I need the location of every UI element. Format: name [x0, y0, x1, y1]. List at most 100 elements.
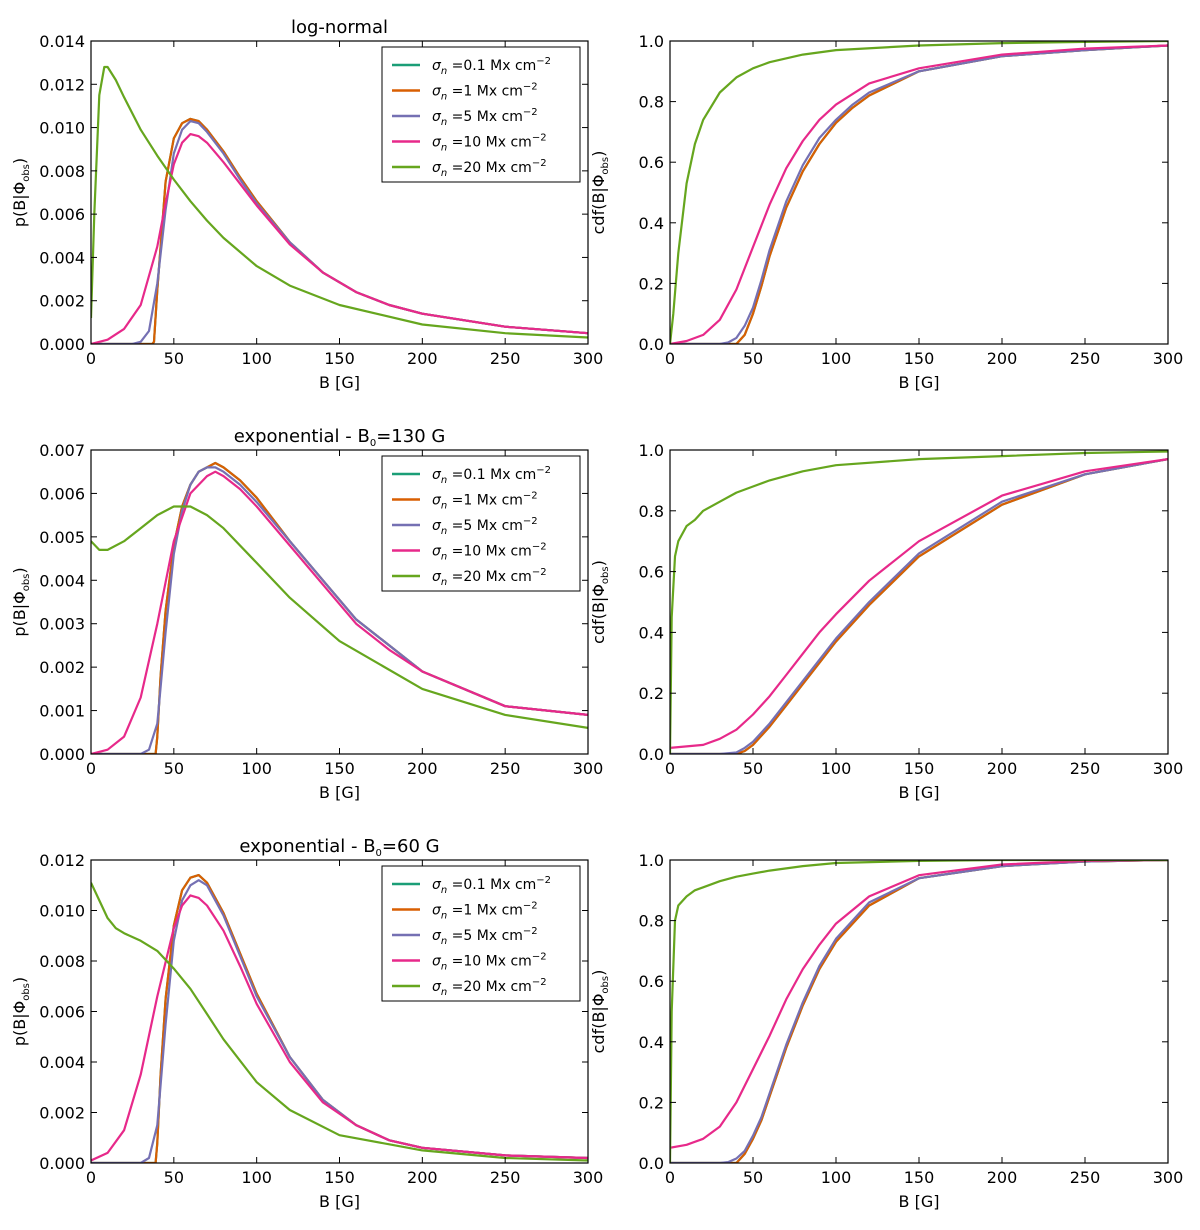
y-tick-label: 0.4	[639, 623, 664, 642]
x-tick-label: 250	[1070, 349, 1101, 368]
legend-entry: σn =0.1 Mx cm−2	[432, 465, 551, 486]
series-line-2	[670, 458, 1168, 754]
legend-entry: σn =5 Mx cm−2	[432, 516, 538, 537]
y-tick-label: 0.012	[39, 851, 85, 870]
x-tick-label: 0	[665, 1168, 675, 1187]
y-axis-label: cdf(B|Φobs)	[589, 151, 611, 235]
x-tick-label: 300	[1153, 349, 1184, 368]
x-tick-label: 100	[241, 349, 272, 368]
y-tick-label: 0.6	[639, 563, 664, 582]
x-tick-label: 0	[86, 759, 96, 778]
x-axis-label: B [G]	[319, 1192, 360, 1211]
y-tick-label: 0.001	[39, 702, 85, 721]
x-tick-label: 50	[743, 759, 763, 778]
x-tick-label: 250	[490, 349, 521, 368]
series-line-5	[91, 65, 588, 339]
legend-entry: σn =1 Mx cm−2	[432, 82, 538, 103]
y-tick-label: 0.8	[639, 912, 664, 931]
x-tick-label: 300	[573, 759, 604, 778]
legend-box	[381, 46, 581, 183]
x-tick-label: 100	[241, 1168, 272, 1187]
x-tick-label: 150	[904, 759, 935, 778]
y-tick-label: 0.002	[39, 1104, 85, 1123]
y-tick-label: 0.010	[39, 119, 85, 138]
x-tick-label: 150	[904, 349, 935, 368]
series-line-3	[670, 44, 1168, 344]
series-line-5	[91, 505, 588, 729]
x-tick-label: 50	[164, 1168, 184, 1187]
x-tick-label: 200	[987, 349, 1018, 368]
x-tick-label: 250	[490, 1168, 521, 1187]
x-tick-label: 200	[987, 759, 1018, 778]
x-tick-label: 150	[324, 1168, 355, 1187]
x-tick-label: 200	[407, 349, 438, 368]
chart-title: exponential - B0=130 G	[234, 426, 446, 449]
legend-box	[381, 865, 581, 1002]
chart-c3: 0 50 100 150 200 250 300 0.0 0.2 0.4 0.6 0.8 1.0 B [G…	[589, 851, 1183, 1211]
x-tick-label: 0	[665, 349, 675, 368]
series-line-3	[670, 860, 1168, 1163]
series-line-3	[91, 466, 588, 754]
y-tick-label: 0.008	[39, 952, 85, 971]
chart-c2: 0 50 100 150 200 250 300 0.0 0.2 0.4 0.6 0.8 1.0 B [G…	[589, 441, 1183, 802]
legend-entry: σn =5 Mx cm−2	[432, 107, 538, 128]
x-tick-label: 250	[490, 759, 521, 778]
chart-p3: 0 50 100 150 200 250 300 0.000 0.002 0.004 0.006 0.…	[10, 836, 603, 1211]
y-tick-label: 0.002	[39, 658, 85, 677]
legend-entry: σn =10 Mx cm−2	[432, 133, 547, 154]
legend-entry: σn =1 Mx cm−2	[432, 901, 538, 922]
x-axis-label: B [G]	[899, 373, 940, 392]
legend-entry: σn =0.1 Mx cm−2	[432, 875, 551, 896]
series-line-3	[670, 458, 1168, 754]
x-tick-label: 50	[743, 1168, 763, 1187]
y-axis-label: p(B|Φobs)	[10, 158, 32, 227]
y-tick-label: 0.000	[39, 745, 85, 764]
y-tick-label: 0.0	[639, 335, 664, 354]
x-tick-label: 200	[407, 759, 438, 778]
x-tick-label: 250	[1070, 759, 1101, 778]
series-line-5	[670, 41, 1168, 344]
series-line-5	[91, 882, 588, 1162]
y-tick-label: 0.007	[39, 441, 85, 460]
legend-entry: σn =20 Mx cm−2	[432, 977, 547, 998]
x-tick-label: 200	[407, 1168, 438, 1187]
y-tick-label: 0.004	[39, 1053, 85, 1072]
y-tick-label: 0.006	[39, 205, 85, 224]
series-line-4	[91, 470, 588, 754]
x-tick-label: 100	[821, 349, 852, 368]
y-tick-label: 0.6	[639, 153, 664, 172]
y-tick-label: 0.002	[39, 292, 85, 311]
y-tick-label: 0.000	[39, 1154, 85, 1173]
x-tick-label: 50	[743, 349, 763, 368]
y-tick-label: 0.004	[39, 248, 85, 267]
x-tick-label: 300	[573, 1168, 604, 1187]
x-tick-label: 150	[324, 349, 355, 368]
x-tick-label: 0	[86, 1168, 96, 1187]
legend: σn =0.1 Mx cm−2 σn =1 Mx cm−2 σn =5 Mx cm−…	[381, 46, 581, 183]
x-axis-label: B [G]	[319, 783, 360, 802]
series-line-4	[91, 894, 588, 1162]
y-tick-label: 0.2	[639, 684, 664, 703]
y-tick-label: 1.0	[639, 32, 664, 51]
y-axis-label: p(B|Φobs)	[10, 977, 32, 1046]
x-tick-label: 0	[86, 349, 96, 368]
y-tick-label: 0.000	[39, 335, 85, 354]
series-line-5	[670, 450, 1168, 754]
y-tick-label: 0.005	[39, 528, 85, 547]
y-tick-label: 0.0	[639, 1154, 664, 1173]
x-tick-label: 100	[821, 759, 852, 778]
x-tick-label: 250	[1070, 1168, 1101, 1187]
chart-c1: 0 50 100 150 200 250 300 0.0 0.2 0.4 0.6 0.8 1.0 B [G…	[589, 32, 1183, 392]
y-tick-label: 0.004	[39, 571, 85, 590]
series-line-4	[670, 458, 1168, 749]
x-axis-label: B [G]	[899, 783, 940, 802]
legend-entry: σn =20 Mx cm−2	[432, 567, 547, 588]
y-tick-label: 0.012	[39, 75, 85, 94]
legend: σn =0.1 Mx cm−2 σn =1 Mx cm−2 σn =5 Mx cm−…	[381, 455, 581, 592]
legend-box	[381, 455, 581, 592]
y-tick-label: 0.8	[639, 93, 664, 112]
x-tick-label: 150	[324, 759, 355, 778]
y-tick-label: 0.014	[39, 32, 85, 51]
